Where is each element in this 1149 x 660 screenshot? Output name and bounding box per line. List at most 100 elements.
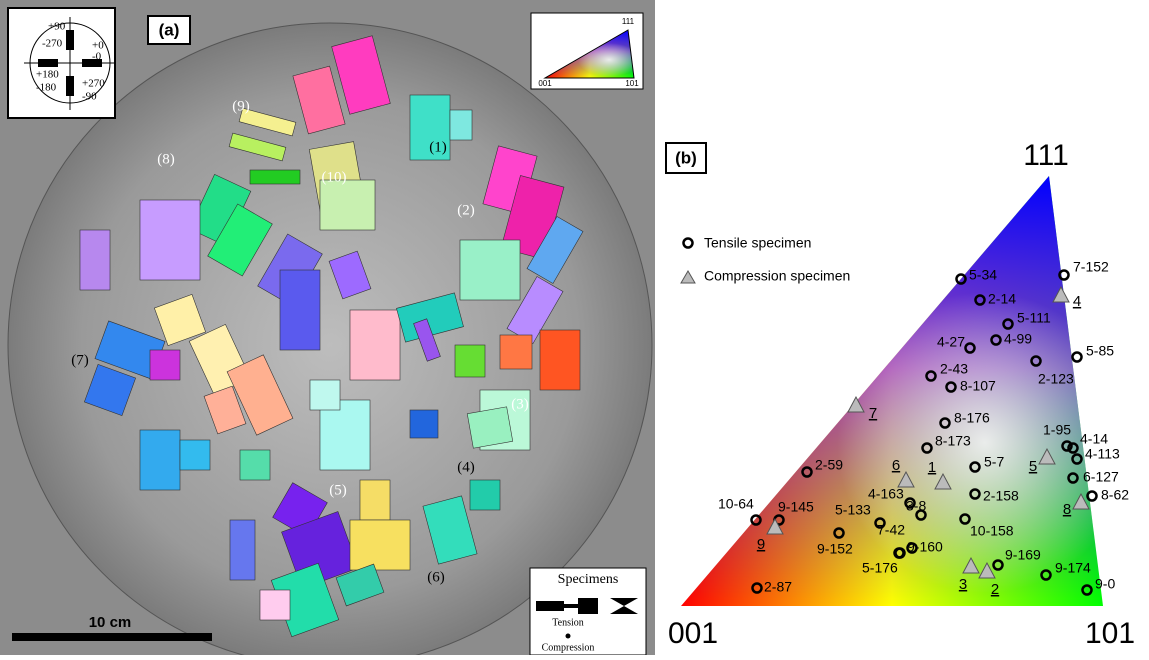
- specimen: [466, 406, 514, 449]
- specimen: [139, 199, 201, 281]
- tensile-marker: [833, 527, 845, 539]
- specimen: [409, 409, 439, 439]
- specimen: [226, 354, 294, 436]
- tensile-marker: [921, 442, 933, 454]
- specimen: [292, 65, 346, 135]
- polar-label: +180: [36, 69, 59, 81]
- group-label: (7): [71, 352, 89, 368]
- specimen: [249, 169, 301, 185]
- tension-icon: [536, 601, 564, 611]
- specimen: [459, 239, 521, 301]
- tensile-label: 2-123: [1038, 371, 1074, 387]
- compression-label: 9: [757, 536, 765, 553]
- tensile-label: 5-85: [1086, 343, 1114, 359]
- group-label: (1): [429, 139, 447, 155]
- panel-label-box: [665, 142, 707, 174]
- tensile-label: 2-158: [983, 488, 1019, 504]
- specimen: [413, 318, 441, 362]
- legend-compression-marker: [680, 270, 696, 284]
- tensile-label: 4-113: [1085, 446, 1120, 462]
- compression-icon: [565, 633, 571, 639]
- tensile-marker: [1040, 569, 1052, 581]
- tensile-label: 9-174: [1055, 560, 1091, 576]
- specimen: [499, 334, 533, 370]
- specimen: [349, 519, 411, 571]
- ipf-key-triangle: [543, 29, 635, 79]
- legend-item: Tensile specimen: [704, 235, 811, 251]
- specimen: [526, 216, 584, 284]
- tensile-label: 9-160: [907, 539, 943, 555]
- compression-label: 1: [928, 459, 936, 476]
- tensile-label: 7-42: [877, 522, 905, 538]
- tension-icon: [610, 598, 638, 614]
- polar-label: -180: [36, 82, 57, 94]
- corner-label: 111: [1023, 139, 1069, 172]
- specimen: [331, 35, 391, 115]
- tensile-label: 8-173: [935, 433, 971, 449]
- tensile-label: 2-43: [940, 361, 968, 377]
- specimen: [179, 439, 211, 471]
- compression-marker: [962, 556, 980, 574]
- polar-label: +0: [92, 40, 104, 52]
- tensile-marker: [969, 461, 981, 473]
- polar-specimen: [66, 30, 74, 50]
- ipf-key-label: 101: [625, 79, 639, 88]
- compression-marker: [897, 470, 915, 488]
- specimen: [238, 107, 297, 137]
- specimen: [396, 292, 464, 343]
- specimen: [328, 250, 372, 300]
- tensile-marker: [974, 294, 986, 306]
- tensile-label: 5-7: [984, 454, 1004, 470]
- specimen: [319, 399, 371, 471]
- tension-icon: [578, 598, 598, 614]
- scale-bar: [12, 633, 212, 641]
- compression-marker: [766, 517, 784, 535]
- tensile-marker: [915, 509, 927, 521]
- tensile-marker: [801, 466, 813, 478]
- ipf-key-label: 111: [622, 17, 635, 26]
- specimen: [359, 479, 391, 521]
- specimen: [139, 429, 181, 491]
- specimen: [422, 495, 478, 565]
- specimen: [335, 563, 385, 607]
- tensile-label: 8-107: [960, 378, 996, 394]
- tensile-label: 8-62: [1101, 487, 1129, 503]
- tensile-label: 3-8: [906, 498, 926, 514]
- tensile-label: 10-64: [718, 496, 754, 512]
- ipf-triangle: [681, 176, 1103, 606]
- tensile-label: 5-176: [862, 560, 898, 576]
- compression-label: 5: [1029, 458, 1037, 475]
- tensile-marker: [751, 582, 763, 594]
- tensile-label: 4-14: [1080, 431, 1108, 447]
- tensile-marker: [945, 381, 957, 393]
- specimens: [79, 35, 584, 638]
- group-label: (9): [232, 98, 250, 114]
- tensile-marker: [1061, 440, 1073, 452]
- tension-icon: [564, 604, 578, 608]
- panel-label-box: [147, 15, 191, 45]
- tensile-marker: [1071, 453, 1083, 465]
- tensile-marker: [1086, 490, 1098, 502]
- specimen-legend-title: Specimens: [558, 572, 619, 587]
- tensile-marker: [939, 417, 951, 429]
- specimen: [469, 479, 501, 511]
- group-label: (2): [457, 202, 475, 218]
- polar-specimen: [66, 76, 74, 96]
- tensile-marker: [750, 514, 762, 526]
- tensile-marker: [1058, 269, 1070, 281]
- group-label: (5): [329, 482, 347, 498]
- tensile-label: 5-34: [969, 267, 997, 283]
- tensile-label: 2-87: [764, 579, 792, 595]
- compression-marker: [847, 395, 865, 413]
- specimen: [409, 94, 451, 161]
- group-label: (3): [511, 396, 529, 412]
- corner-label: 101: [1085, 617, 1135, 650]
- legend-tensile-marker: [682, 237, 694, 249]
- ipf-key-label: 001: [538, 79, 552, 88]
- polar-label: -270: [42, 38, 63, 50]
- specimen: [203, 385, 247, 435]
- compression-label: 4: [1073, 293, 1081, 310]
- compression-label: 2: [991, 581, 999, 598]
- specimen: [83, 363, 137, 417]
- tensile-marker: [904, 497, 916, 509]
